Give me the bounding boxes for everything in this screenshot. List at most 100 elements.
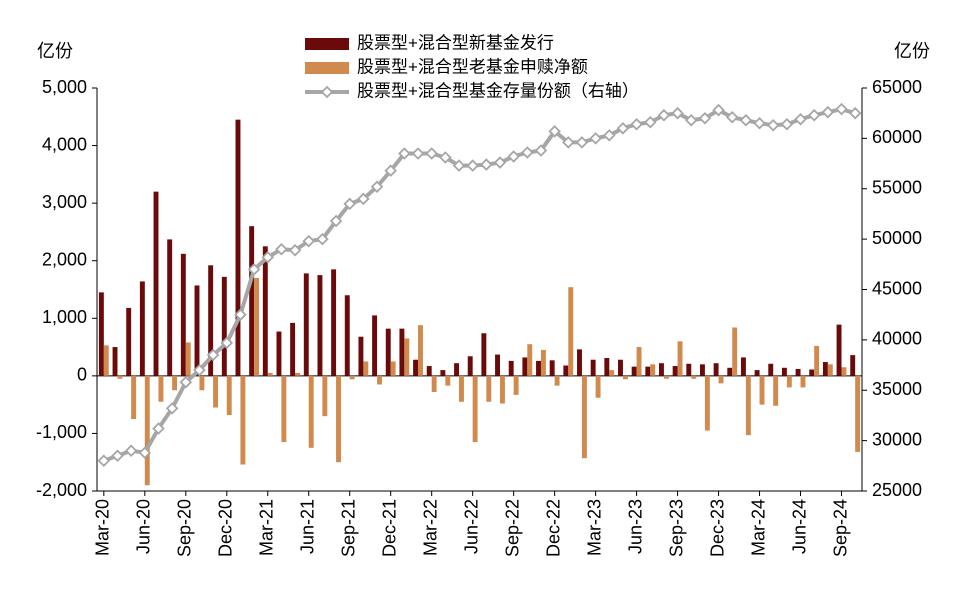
- y-tick-label: 5,000: [42, 77, 87, 97]
- bar: [144, 375, 150, 486]
- bar: [262, 246, 268, 376]
- bar: [759, 375, 765, 405]
- line-marker: [534, 144, 548, 157]
- line-marker: [398, 147, 411, 160]
- line-marker: [384, 164, 397, 177]
- bar: [718, 375, 724, 384]
- bar: [139, 281, 145, 376]
- line-marker: [630, 117, 643, 131]
- line-marker: [480, 158, 493, 171]
- bar: [522, 357, 528, 376]
- bar: [672, 366, 678, 376]
- bar: [590, 359, 596, 376]
- line-marker: [234, 308, 247, 321]
- bar: [513, 375, 519, 395]
- bar: [131, 375, 137, 420]
- line-marker: [138, 446, 152, 459]
- y2-tick-label: 50000: [872, 228, 922, 248]
- y2-tick-label: 60000: [872, 127, 922, 147]
- y2-tick-label: 35000: [872, 379, 922, 399]
- line-marker: [411, 147, 425, 160]
- bar: [659, 363, 664, 376]
- bar: [691, 375, 697, 379]
- bar: [172, 375, 178, 391]
- bar: [467, 356, 473, 376]
- bar: [126, 307, 132, 376]
- bar: [486, 375, 492, 402]
- bar: [317, 275, 323, 376]
- line: [103, 107, 856, 463]
- line-marker: [97, 454, 111, 468]
- x-tick-label: Mar-23: [584, 499, 604, 556]
- bar: [98, 292, 104, 376]
- line-marker: [794, 112, 807, 126]
- line-marker: [425, 147, 438, 160]
- bar: [508, 360, 514, 376]
- bar: [604, 358, 610, 376]
- legend-label: 股票型+混合型基金存量份额（右轴）: [357, 81, 639, 100]
- bar: [800, 375, 806, 388]
- line-marker: [548, 125, 561, 138]
- bar: [554, 375, 560, 386]
- line-marker: [452, 159, 466, 172]
- bar: [308, 375, 314, 448]
- bar: [254, 277, 260, 376]
- y2-tick-label: 55000: [872, 178, 922, 198]
- bar: [372, 315, 378, 376]
- bar: [663, 375, 669, 379]
- x-tick-label: Mar-22: [420, 499, 440, 556]
- line-marker: [589, 132, 602, 145]
- y2-tick-label: 30000: [872, 429, 922, 449]
- bar: [363, 361, 369, 376]
- bar: [727, 367, 733, 376]
- bar: [213, 375, 219, 408]
- line-marker: [780, 117, 794, 131]
- y2-tick-label: 25000: [872, 480, 922, 500]
- bar: [850, 355, 856, 376]
- bar: [841, 367, 847, 376]
- bar: [740, 357, 746, 376]
- bar: [836, 324, 842, 376]
- bar: [158, 375, 164, 402]
- y2-tick-label: 40000: [872, 329, 922, 349]
- bar: [686, 363, 692, 376]
- bar: [495, 354, 500, 376]
- line-marker: [288, 243, 302, 257]
- bar: [754, 370, 760, 376]
- bar: [732, 327, 738, 376]
- line-marker: [370, 180, 384, 194]
- bar: [704, 375, 710, 431]
- bar: [167, 239, 173, 376]
- bar: [404, 338, 410, 376]
- bar: [221, 276, 227, 376]
- line-marker: [671, 106, 684, 120]
- bar: [440, 370, 446, 376]
- bar: [786, 375, 792, 388]
- bar: [618, 359, 623, 376]
- x-tick-label: Mar-20: [93, 499, 113, 556]
- bar: [536, 360, 541, 376]
- bar: [331, 269, 337, 376]
- x-tick-label: Sep-21: [338, 499, 358, 557]
- bar: [199, 375, 205, 391]
- line-marker: [206, 348, 220, 362]
- bar: [153, 191, 159, 376]
- bar: [499, 375, 505, 404]
- bar: [235, 119, 241, 376]
- line-marker: [275, 242, 288, 256]
- bar: [358, 336, 364, 376]
- bar: [103, 345, 109, 376]
- x-tick-label: Sep-20: [175, 499, 195, 557]
- bar: [413, 359, 419, 376]
- bar: [276, 331, 282, 376]
- x-tick-label: Jun-23: [625, 499, 645, 554]
- bar: [795, 368, 801, 376]
- x-tick-label: Dec-21: [379, 499, 399, 557]
- line-marker: [261, 250, 275, 264]
- bar: [344, 295, 350, 376]
- line-marker: [152, 422, 165, 435]
- x-tick-label: Jun-20: [134, 499, 154, 554]
- line-marker: [712, 103, 725, 117]
- line-marker: [643, 115, 657, 129]
- x-tick-label: Jun-22: [461, 499, 481, 554]
